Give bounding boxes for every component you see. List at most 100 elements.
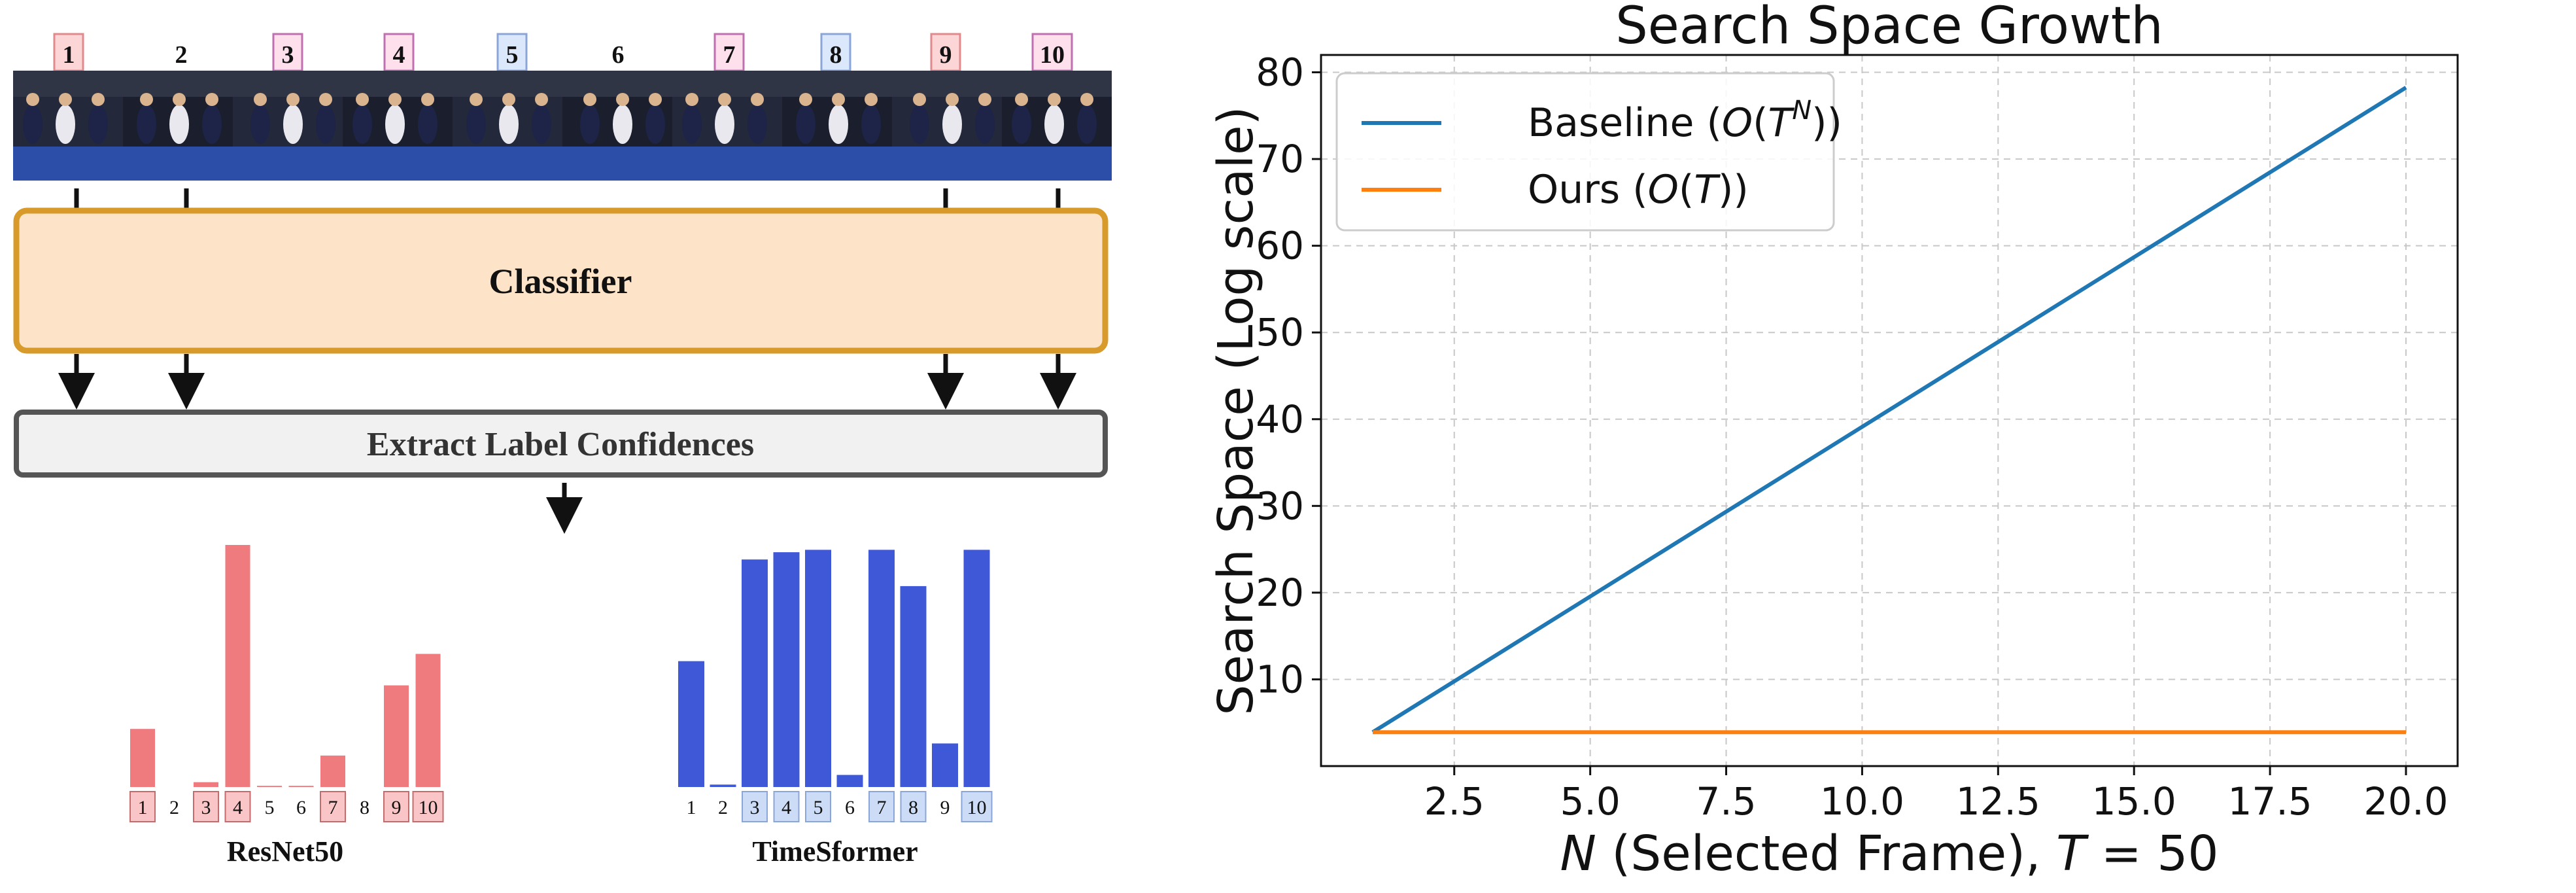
timesformer-bar-chart: 1 2 3 4 5 6 7 8 9 10 [678,550,992,822]
frame-figure [137,105,156,144]
x-tick-label: 12.5 [1956,779,2040,824]
frame-floor [13,147,123,181]
bar-7 [868,550,895,787]
frame-stands [1002,71,1112,97]
classifier-label: Classifier [489,262,632,301]
frame-figure-head [913,93,926,106]
frame-floor [562,147,672,181]
bar-tick-label-4: 4 [233,797,243,818]
frame-label-2: 2 [175,41,188,69]
frame-thumbnail-6 [562,71,672,181]
frame-figure [385,105,405,144]
frame-thumbnail-3 [233,71,343,181]
bar-tick-label-10: 10 [967,797,987,818]
bar-5 [257,786,282,787]
frame-figure [975,105,995,144]
frame-figure [250,105,270,144]
bar-tick-label-6: 6 [296,797,306,818]
frame-figure [532,105,551,144]
frame-thumbnail-7 [672,71,782,181]
frame-stands [562,71,672,97]
search-space-chart: Search Space Growth 2.5 5.0 7.5 10.0 12.5 15.… [1190,0,2576,893]
frame-label-4: 4 [393,41,405,69]
frame-figure-head [502,93,515,106]
frame-figure-head [832,93,845,106]
pipeline-panel: 1 2 3 4 5 6 7 8 9 10 Classifier Extrac [0,0,1125,893]
bar-3 [742,559,768,787]
frame-stands [892,71,1002,97]
bar-tick-label-1: 1 [138,797,148,818]
bar-tick-label-5: 5 [814,797,823,818]
frame-figure [747,105,767,144]
bar-tick-label-2: 2 [169,797,179,818]
frame-figure-head [583,93,596,106]
bar-6 [837,775,863,788]
frame-floor [782,147,892,181]
frame-figure-head [649,93,662,106]
chart-title: Search Space Growth [1615,0,2163,56]
bar-tick-label-6: 6 [845,797,855,818]
frame-figure [418,105,438,144]
bar-9 [384,686,409,787]
frame-figure [942,105,962,144]
frame-label-row: 1 2 3 4 5 6 7 8 9 10 [54,34,1072,71]
frame-figure-head [140,93,153,106]
frame-figure [910,105,929,144]
bar-tick-label-8: 8 [908,797,918,818]
frame-figure-head [616,93,629,106]
frame-figure-head [319,93,332,106]
frame-figure-head [1048,93,1061,106]
frame-stands [13,71,123,97]
bar-10 [964,550,990,787]
bar-8 [901,586,927,787]
frame-stands [343,71,453,97]
bar-tick-label-10: 10 [419,797,438,818]
frame-figure-head [205,93,218,106]
frame-figure-head [865,93,878,106]
bar-1 [678,661,704,787]
frame-figure-head [26,93,39,106]
bar-5 [805,550,831,787]
frame-thumbnail-1 [13,71,123,181]
frame-thumbnail-9 [892,71,1002,181]
frame-figure [88,105,108,144]
x-axis-label: N (Selected Frame), T = 50 [1560,826,2219,882]
frame-figure [796,105,816,144]
frame-figure [316,105,335,144]
bar-3 [194,782,218,787]
bar-7 [320,756,345,787]
frame-figure-head [173,93,186,106]
frame-floor [892,147,1002,181]
bar-10 [416,654,441,788]
bar-6 [289,786,314,787]
bar-tick-label-4: 4 [781,797,791,818]
frame-figure-head [356,93,369,106]
x-tick-label: 15.0 [2092,779,2176,824]
frame-figure-head [286,93,300,106]
frame-label-1: 1 [63,41,75,69]
frame-label-3: 3 [282,41,294,69]
frame-figure [1012,105,1031,144]
bar-tick-label-8: 8 [360,797,369,818]
resnet50-bar-chart: 1 2 3 4 5 6 7 8 9 10 [130,545,443,822]
frame-figure-head [535,93,548,106]
bar-tick-label-9: 9 [940,797,950,818]
x-tick-label: 5.0 [1560,779,1621,824]
frame-strip [13,71,1112,181]
frame-figure [169,105,189,144]
y-axis-label: Search Space (Log scale) [1208,107,1264,716]
frame-thumbnail-10 [1002,71,1112,181]
bar-1 [130,729,155,787]
bar-tick-label-5: 5 [265,797,275,818]
frame-figure-head [685,93,698,106]
frame-figure [202,105,222,144]
extract-label: Extract Label Confidences [367,426,754,463]
frame-floor [453,147,562,181]
frame-figure-head [1080,93,1093,106]
bar-tick-label-3: 3 [201,797,211,818]
frame-figure [56,105,75,144]
y-tick-label: 80 [1256,50,1304,95]
frame-figure-head [946,93,959,106]
frame-label-8: 8 [830,41,842,69]
